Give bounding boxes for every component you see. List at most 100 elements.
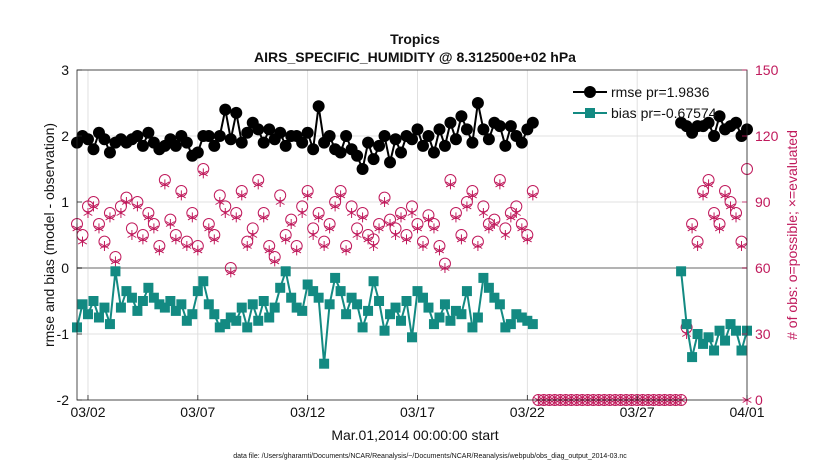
obs-evaluated-point bbox=[500, 230, 510, 240]
rmse-point bbox=[460, 123, 473, 136]
bias-point bbox=[461, 286, 472, 297]
obs-evaluated-point bbox=[110, 256, 121, 267]
bias-point bbox=[308, 286, 319, 297]
y2-tick-label: 90 bbox=[755, 194, 771, 210]
chart-subtitle: AIRS_SPECIFIC_HUMIDITY @ 8.312500e+02 hP… bbox=[254, 49, 576, 65]
bias-point bbox=[187, 309, 198, 320]
rmse-point bbox=[466, 136, 479, 149]
bias-point bbox=[236, 302, 247, 313]
obs-evaluated-point bbox=[281, 234, 291, 245]
bias-point bbox=[291, 302, 302, 313]
bias-point bbox=[483, 282, 494, 293]
y-tick-label: 1 bbox=[61, 194, 69, 210]
rmse-point bbox=[416, 139, 429, 152]
obs-evaluated-point bbox=[703, 179, 714, 190]
bias-point bbox=[319, 358, 330, 369]
rmse-point bbox=[504, 120, 517, 133]
obs-evaluated-point bbox=[242, 241, 252, 251]
obs-evaluated-point bbox=[138, 234, 148, 245]
bias-point bbox=[132, 305, 143, 316]
bias-point bbox=[258, 296, 269, 306]
rmse-point bbox=[169, 139, 182, 152]
obs-evaluated-point bbox=[731, 212, 741, 223]
obs-evaluated-point bbox=[390, 230, 401, 240]
rmse-point bbox=[378, 130, 391, 142]
bias-point bbox=[269, 302, 280, 313]
bias-point bbox=[516, 312, 527, 323]
rmse-point bbox=[301, 126, 314, 139]
bias-point bbox=[242, 322, 253, 333]
bias-point bbox=[472, 312, 483, 323]
bias-point bbox=[676, 266, 687, 277]
obs-evaluated-point bbox=[325, 223, 335, 234]
rmse-point bbox=[702, 116, 715, 129]
obs-evaluated-point bbox=[143, 212, 153, 223]
obs-evaluated-point bbox=[423, 214, 434, 225]
bias-point bbox=[126, 292, 137, 303]
obs-evaluated-point bbox=[297, 208, 307, 218]
obs-evaluated-point bbox=[319, 241, 329, 251]
legend-bias-label: bias pr=-0.67574 bbox=[611, 105, 717, 121]
rmse-point bbox=[708, 130, 721, 142]
obs-evaluated-point bbox=[357, 212, 368, 223]
y-axis-label: rmse and bias (model - observation) bbox=[41, 123, 57, 347]
rmse-point bbox=[444, 116, 457, 129]
obs-evaluated-point bbox=[511, 208, 521, 218]
bias-point bbox=[115, 302, 126, 313]
bias-point bbox=[198, 276, 209, 287]
bias-point bbox=[104, 319, 115, 330]
obs-evaluated-point bbox=[720, 190, 730, 201]
obs-evaluated-point bbox=[434, 245, 445, 256]
obs-evaluated-point bbox=[462, 201, 472, 212]
bias-point bbox=[692, 329, 703, 339]
obs-evaluated-point bbox=[105, 212, 115, 223]
rmse-point bbox=[406, 133, 418, 146]
bias-point bbox=[176, 299, 187, 310]
obs-evaluated-point bbox=[495, 179, 505, 190]
rmse-point bbox=[482, 133, 495, 146]
obs-evaluated-point bbox=[198, 168, 208, 179]
bias-point bbox=[698, 338, 709, 349]
rmse-point bbox=[312, 100, 325, 113]
rmse-point bbox=[526, 116, 539, 129]
rmse-point bbox=[384, 156, 397, 169]
obs-evaluated-point bbox=[456, 234, 467, 245]
bias-point bbox=[522, 315, 533, 326]
y2-tick-label: 0 bbox=[755, 392, 763, 408]
bias-point bbox=[209, 309, 220, 320]
legend: rmse pr=1.9836 bias pr=-0.67574 bbox=[573, 84, 717, 121]
bias-point bbox=[313, 292, 324, 303]
obs-evaluated-point bbox=[116, 208, 126, 218]
obs-evaluated-point bbox=[330, 201, 340, 212]
rmse-point bbox=[422, 130, 435, 142]
rmse-point bbox=[257, 136, 270, 149]
rmse-point bbox=[389, 133, 402, 146]
rmse-point bbox=[499, 139, 512, 152]
bias-point bbox=[709, 345, 720, 356]
rmse-point bbox=[323, 130, 336, 142]
rmse-point bbox=[263, 123, 276, 136]
bias-point bbox=[275, 282, 286, 293]
obs-evaluated-point bbox=[270, 256, 280, 267]
x-tick-label: 03/07 bbox=[180, 404, 215, 420]
bias-point bbox=[527, 319, 538, 330]
bias-point bbox=[214, 322, 225, 333]
bias-point bbox=[357, 322, 368, 333]
bias-point bbox=[439, 299, 450, 310]
bias-point bbox=[335, 286, 346, 297]
bias-point bbox=[346, 292, 357, 303]
rmse-point bbox=[340, 130, 353, 142]
x-tick-label: 03/02 bbox=[70, 404, 105, 420]
obs-evaluated-point bbox=[220, 208, 230, 218]
bias-point bbox=[396, 315, 407, 326]
bias-point bbox=[407, 332, 417, 343]
bias-point bbox=[231, 315, 242, 326]
obs-evaluated-point bbox=[121, 197, 132, 207]
bias-point bbox=[88, 296, 99, 306]
y2-axis-label: # of obs: o=possible; ×=evaluated bbox=[784, 130, 800, 340]
rmse-point bbox=[356, 163, 369, 175]
obs-evaluated-point bbox=[187, 212, 197, 223]
rmse-point bbox=[131, 130, 144, 142]
rmse-point bbox=[438, 139, 451, 152]
obs-evaluated-point bbox=[237, 190, 247, 201]
